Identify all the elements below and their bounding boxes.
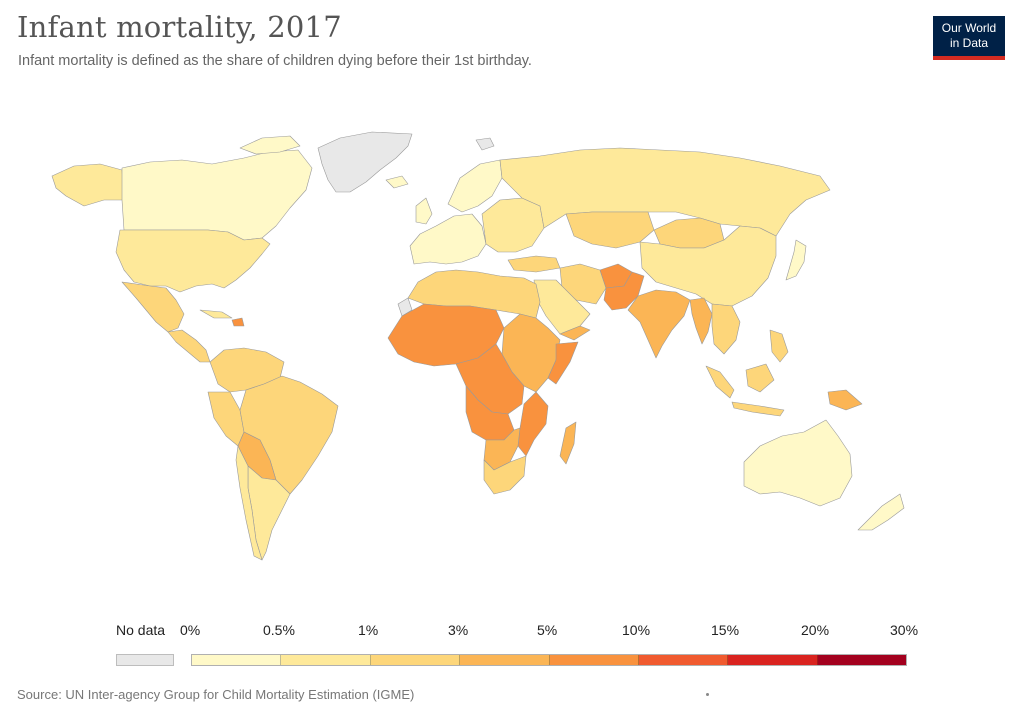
region-india[interactable]: [627, 289, 691, 359]
region-southeast-asia[interactable]: [711, 303, 741, 355]
legend-tick: 3%: [448, 622, 469, 638]
legend-swatch[interactable]: [728, 655, 818, 665]
region-russia[interactable]: [499, 147, 831, 237]
legend-tick: 15%: [711, 622, 740, 638]
region-peru[interactable]: [207, 391, 245, 447]
region-south-africa[interactable]: [483, 455, 527, 495]
legend-nodata-swatch[interactable]: [116, 654, 174, 666]
region-united-states[interactable]: [115, 229, 271, 293]
legend-swatch[interactable]: [817, 655, 906, 665]
legend-nodata-label: No data: [116, 622, 166, 638]
region-canada-islands[interactable]: [239, 135, 301, 155]
legend-swatch[interactable]: [370, 655, 461, 665]
region-myanmar[interactable]: [689, 297, 713, 345]
legend-swatch[interactable]: [460, 655, 550, 665]
legend-tick: 20%: [801, 622, 830, 638]
region-western-sahara[interactable]: [397, 297, 413, 317]
legend-tick: 10%: [622, 622, 651, 638]
region-central-america[interactable]: [167, 329, 211, 363]
legend-swatch[interactable]: [638, 655, 729, 665]
region-australia[interactable]: [743, 419, 853, 507]
region-eastern-europe[interactable]: [481, 197, 545, 253]
source-note: Source: UN Inter-agency Group for Child …: [17, 687, 415, 702]
legend-tick: 0.5%: [263, 622, 295, 638]
region-yemen[interactable]: [559, 325, 591, 341]
region-cuba[interactable]: [199, 309, 233, 319]
logo-line-2: in Data: [949, 36, 989, 50]
chart-subtitle: Infant mortality is defined as the share…: [18, 53, 532, 69]
region-somalia[interactable]: [547, 341, 579, 385]
chart-title: Infant mortality, 2017: [17, 10, 342, 44]
region-iceland[interactable]: [385, 175, 409, 189]
owid-logo[interactable]: Our World in Data: [933, 16, 1005, 60]
legend-tick: 30%: [890, 622, 919, 638]
legend-tick: 1%: [358, 622, 379, 638]
region-indonesia[interactable]: [705, 365, 735, 399]
region-turkey[interactable]: [507, 255, 561, 273]
legend-swatch[interactable]: [549, 655, 639, 665]
region-alaska[interactable]: [51, 163, 125, 207]
region-haiti[interactable]: [231, 317, 245, 327]
region-madagascar[interactable]: [559, 421, 577, 465]
region-sahel-west-africa[interactable]: [387, 303, 505, 367]
region-papua-new-guinea[interactable]: [827, 389, 863, 411]
logo-line-1: Our World: [941, 21, 997, 35]
region-new-zealand[interactable]: [857, 493, 905, 531]
region-united-kingdom[interactable]: [415, 197, 433, 225]
region-scandinavia[interactable]: [447, 159, 503, 213]
legend-swatch[interactable]: [192, 655, 282, 665]
region-kazakhstan[interactable]: [565, 211, 655, 249]
region-philippines[interactable]: [769, 329, 789, 363]
footer-dot: [706, 693, 709, 696]
region-china[interactable]: [639, 225, 777, 307]
legend-color-bar[interactable]: [191, 654, 907, 666]
region-svalbard[interactable]: [475, 137, 495, 151]
region-japan[interactable]: [785, 239, 807, 281]
region-indonesia-borneo[interactable]: [745, 363, 775, 393]
region-indonesia-java[interactable]: [731, 401, 785, 417]
legend-tick: 5%: [537, 622, 558, 638]
region-canada[interactable]: [121, 149, 313, 241]
region-chile[interactable]: [235, 445, 263, 561]
region-mongolia[interactable]: [653, 217, 725, 249]
legend-tick: 0%: [180, 622, 201, 638]
region-mexico[interactable]: [121, 281, 185, 333]
region-greenland[interactable]: [317, 131, 413, 193]
legend-swatch[interactable]: [281, 655, 371, 665]
